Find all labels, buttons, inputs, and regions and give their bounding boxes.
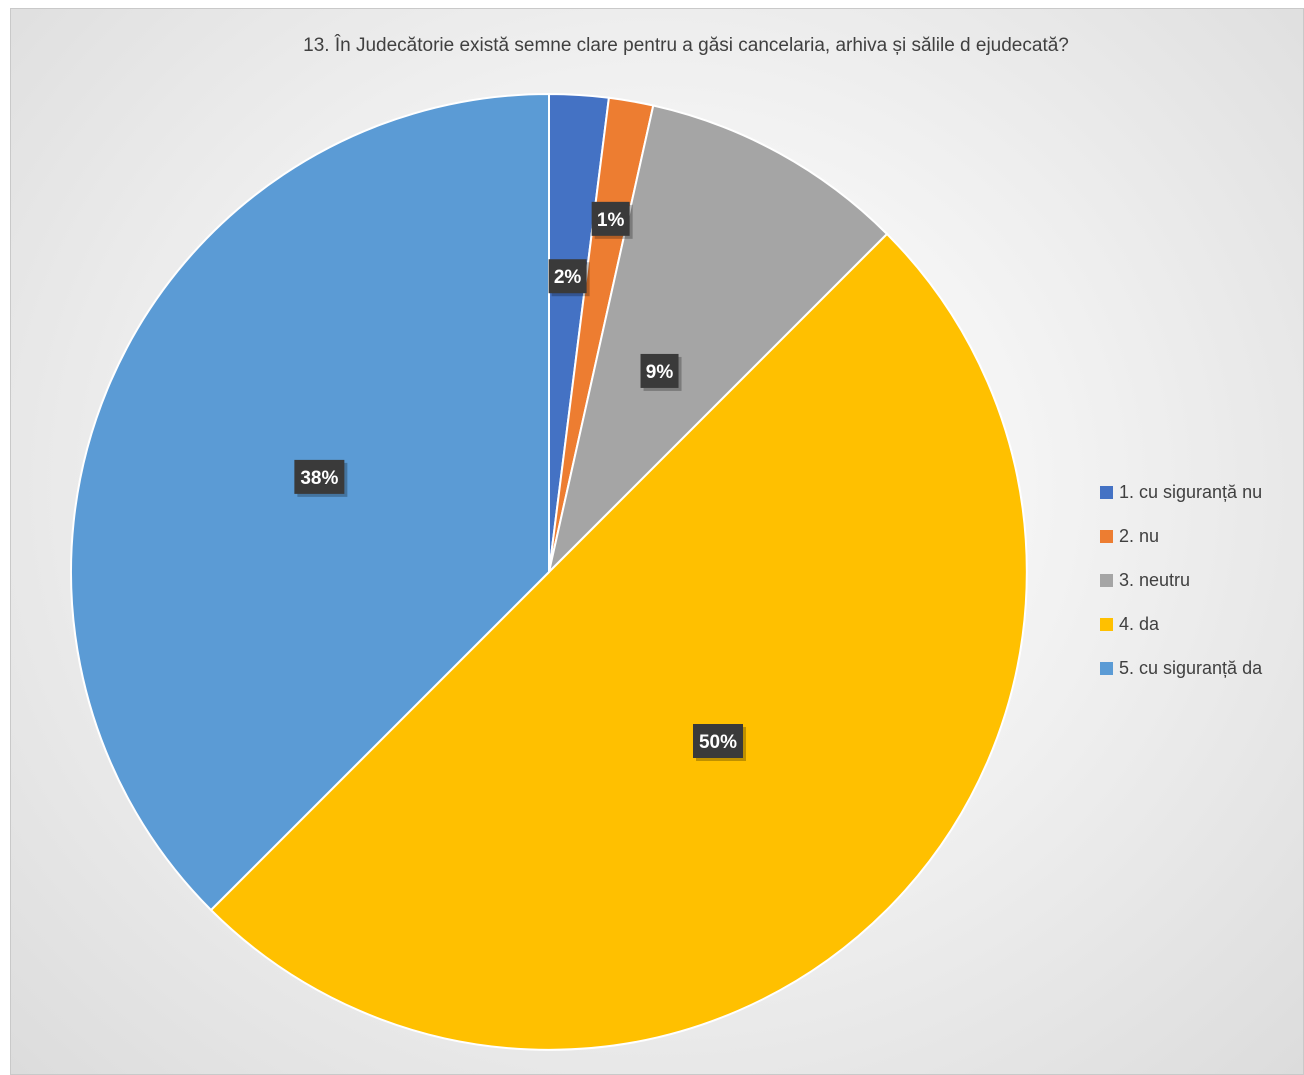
legend-item-5: 5. cu siguranță da [1100, 646, 1262, 690]
pie-slice-3 [547, 104, 889, 576]
svg-text:38%: 38% [300, 468, 338, 489]
data-label-4: 50% [692, 723, 746, 761]
svg-text:2%: 2% [554, 267, 582, 288]
legend-item-3: 3. neutru [1100, 558, 1262, 602]
legend: 1. cu siguranță nu 2. nu 3. neutru 4. da 5. … [1100, 470, 1262, 690]
pie-slice-5 [70, 92, 550, 912]
legend-swatch [1100, 529, 1113, 543]
legend-label: 4. da [1119, 613, 1160, 634]
legend-label: 2. nu [1119, 525, 1160, 546]
svg-text:50%: 50% [699, 732, 737, 753]
legend-label: 3. neutru [1119, 569, 1191, 590]
data-label-2: 1% [591, 201, 633, 239]
legend-swatch [1100, 485, 1113, 499]
legend-swatch [1100, 617, 1113, 631]
legend-swatch [1100, 661, 1113, 675]
data-label-5: 38% [294, 459, 348, 497]
legend-swatch [1100, 573, 1113, 587]
legend-label: 1. cu siguranță nu [1119, 481, 1263, 502]
chart-title: 13. În Judecătorie există semne clare pe… [303, 35, 1069, 56]
data-label-1: 2% [548, 259, 590, 297]
legend-item-2: 2. nu [1100, 514, 1262, 558]
svg-text:1%: 1% [597, 210, 625, 231]
legend-item-1: 1. cu siguranță nu [1100, 470, 1262, 514]
data-label-3: 9% [640, 353, 682, 391]
pie-slice-4 [209, 232, 1028, 1051]
svg-text:9%: 9% [646, 362, 674, 383]
legend-label: 5. cu siguranță da [1119, 657, 1263, 678]
legend-item-4: 4. da [1100, 602, 1262, 646]
